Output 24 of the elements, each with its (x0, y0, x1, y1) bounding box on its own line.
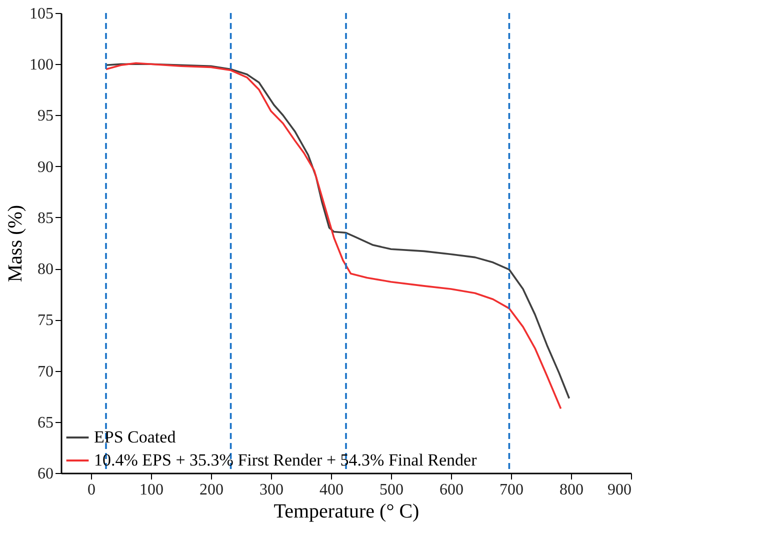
x-tick-label: 900 (608, 482, 632, 498)
y-tick-label: 60 (38, 466, 54, 482)
x-tick-label: 300 (260, 482, 284, 498)
legend-label: EPS Coated (94, 428, 176, 446)
y-tick-label: 90 (38, 158, 54, 176)
y-tick-label: 80 (38, 261, 54, 278)
y-tick-label: 95 (38, 108, 54, 125)
x-tick-label: 600 (440, 482, 464, 498)
y-tick-label: 100 (30, 56, 54, 74)
y-tick-label: 70 (38, 363, 54, 380)
x-tick-label: 500 (380, 482, 404, 498)
x-tick-label: 100 (140, 482, 164, 498)
y-tick-label: 105 (30, 6, 54, 22)
y-tick-label: 75 (38, 312, 54, 330)
x-tick-label: 800 (560, 482, 584, 498)
x-tick-label: 0 (88, 482, 96, 498)
x-axis-title: Temperature (° C) (274, 500, 420, 522)
y-tick-label: 85 (38, 210, 54, 227)
y-axis-title: Mass (%) (4, 204, 26, 282)
x-tick-label: 400 (320, 482, 344, 498)
x-tick-label: 200 (200, 482, 224, 498)
legend-label: 10.4% EPS + 35.3% First Render + 54.3% Final Render (94, 450, 478, 470)
y-tick-label: 65 (38, 414, 54, 432)
x-tick-label: 700 (500, 482, 524, 498)
